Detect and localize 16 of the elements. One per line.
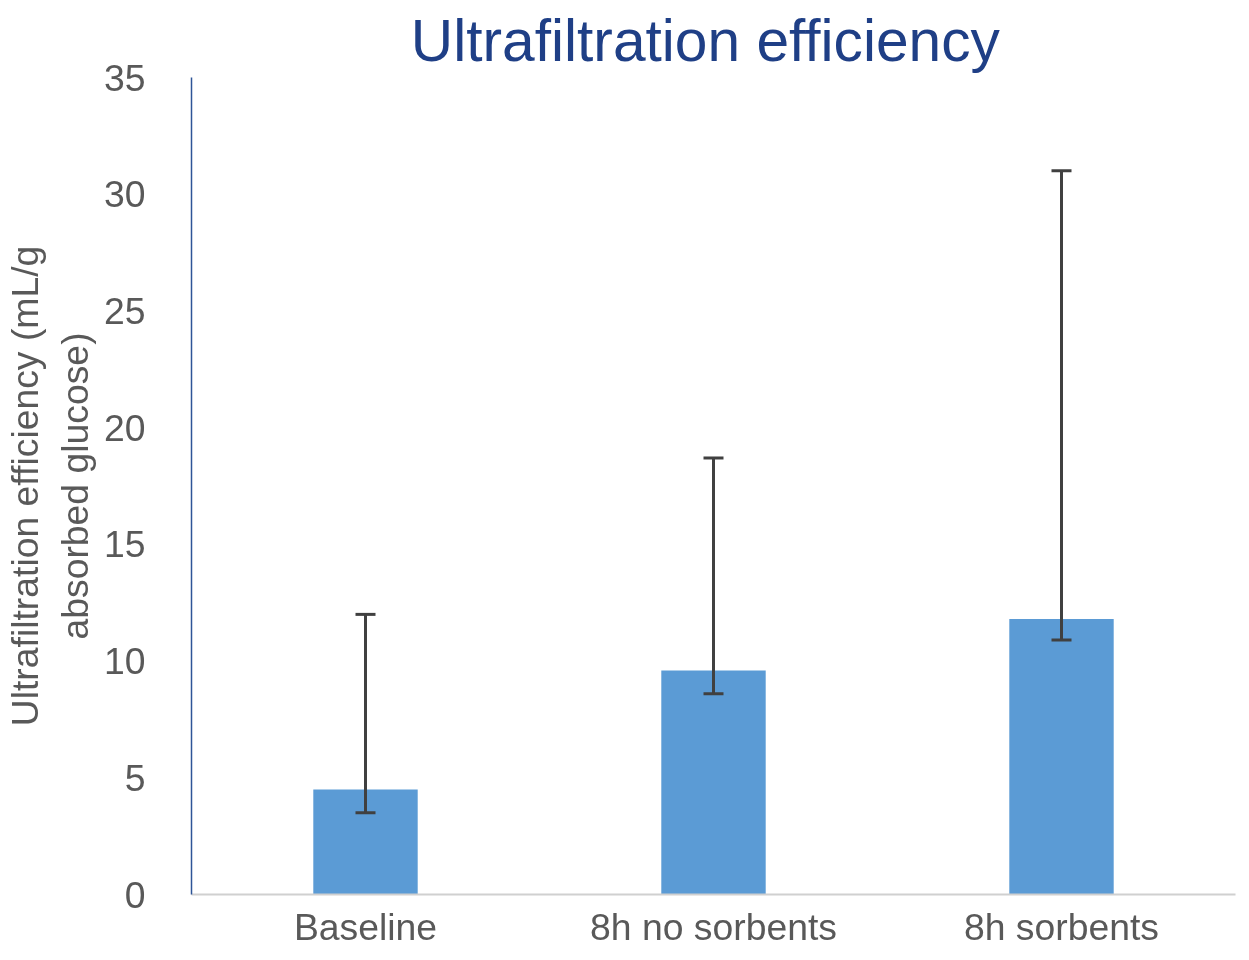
chart-title: Ultrafiltration efficiency bbox=[410, 7, 1001, 73]
bar bbox=[661, 670, 766, 895]
y-tick-label: 15 bbox=[103, 523, 146, 566]
y-tick-label: 35 bbox=[103, 56, 146, 99]
x-tick-label: 8h no sorbents bbox=[590, 905, 837, 948]
bar bbox=[313, 789, 418, 895]
y-tick-label: 5 bbox=[124, 756, 146, 799]
bar bbox=[1009, 619, 1114, 895]
y-tick-label: 30 bbox=[103, 173, 146, 216]
y-tick-label: 10 bbox=[103, 640, 146, 683]
y-tick-label: 20 bbox=[103, 406, 146, 449]
x-tick-label: Baseline bbox=[293, 905, 438, 948]
x-tick-label: 8h sorbents bbox=[963, 905, 1160, 948]
y-axis-title: Ultrafiltration efficiency (mL/g absorbed glucose) bbox=[3, 245, 96, 727]
y-tick-label: 0 bbox=[124, 873, 146, 916]
y-tick-label: 25 bbox=[103, 289, 146, 332]
